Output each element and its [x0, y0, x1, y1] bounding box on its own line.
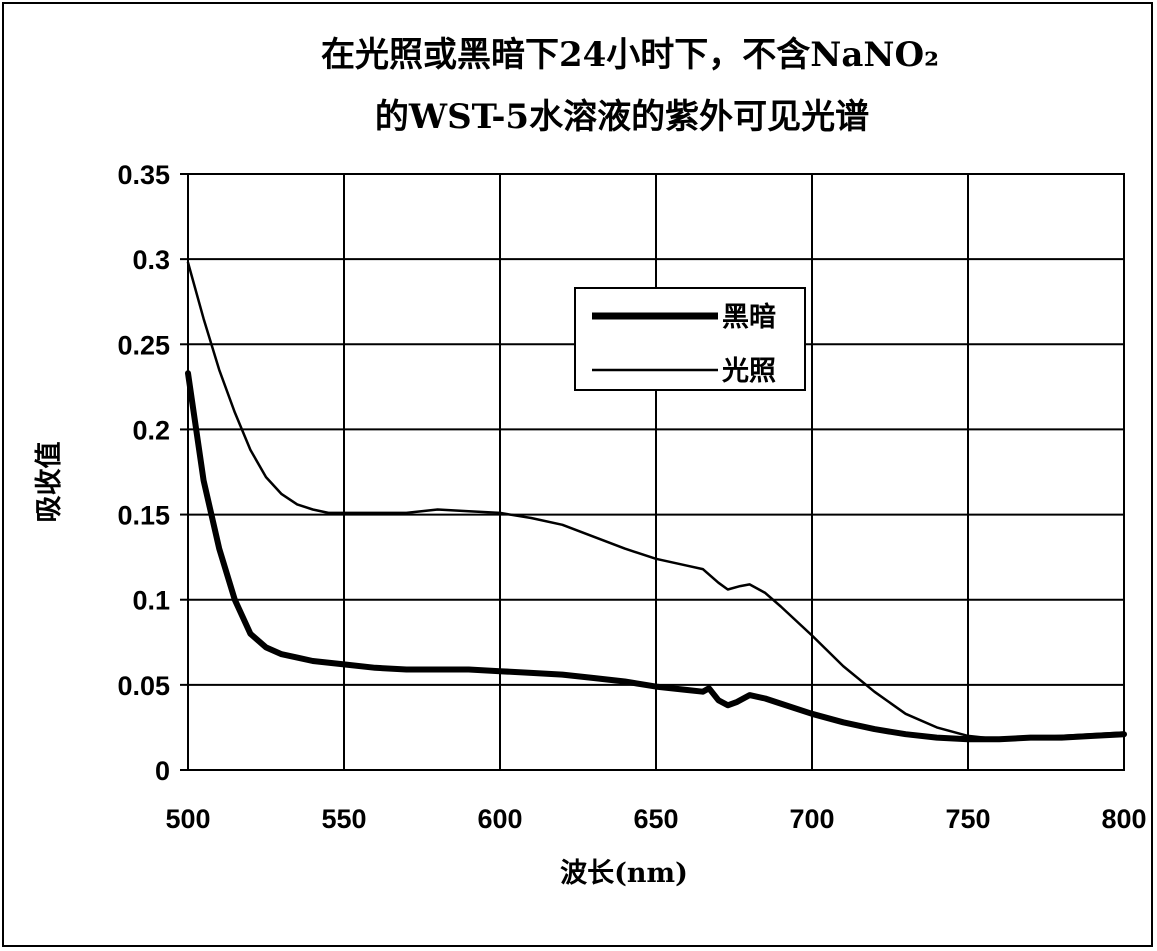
grid: [180, 174, 1124, 770]
y-tick-label: 0.2: [132, 415, 170, 445]
x-tick-label: 700: [789, 804, 834, 834]
chart-title-line-2: 的WST-5水溶液的紫外可见光谱: [375, 97, 869, 137]
x-tick-label: 800: [1101, 804, 1146, 834]
y-tick-label: 0.15: [117, 501, 170, 531]
x-tick-label: 750: [945, 804, 990, 834]
y-tick-label: 0.05: [117, 671, 170, 701]
legend-label-dark: 黑暗: [722, 302, 776, 333]
legend: 黑暗 光照: [575, 288, 805, 390]
y-tick-label: 0.1: [132, 586, 170, 616]
y-tick-label: 0.25: [117, 330, 170, 360]
y-tick-label: 0.3: [132, 245, 170, 275]
x-axis-label: 波长(nm): [560, 858, 688, 889]
y-axis-label: 吸收值: [34, 442, 65, 523]
y-tick-label: 0.35: [117, 160, 170, 190]
y-tick-label: 0: [155, 756, 170, 786]
x-tick-label: 650: [633, 804, 678, 834]
x-tick-label: 500: [165, 804, 210, 834]
tick-labels: 500 550 600 650 700 750 800 0 0.05 0.1 0.15 0.2 0.25…: [117, 160, 1146, 834]
chart-title-line-1: 在光照或黑暗下24小时下，不含NaNO₂: [321, 35, 939, 75]
legend-label-light: 光照: [721, 356, 776, 387]
x-tick-label: 600: [477, 804, 522, 834]
x-tick-label: 550: [321, 804, 366, 834]
